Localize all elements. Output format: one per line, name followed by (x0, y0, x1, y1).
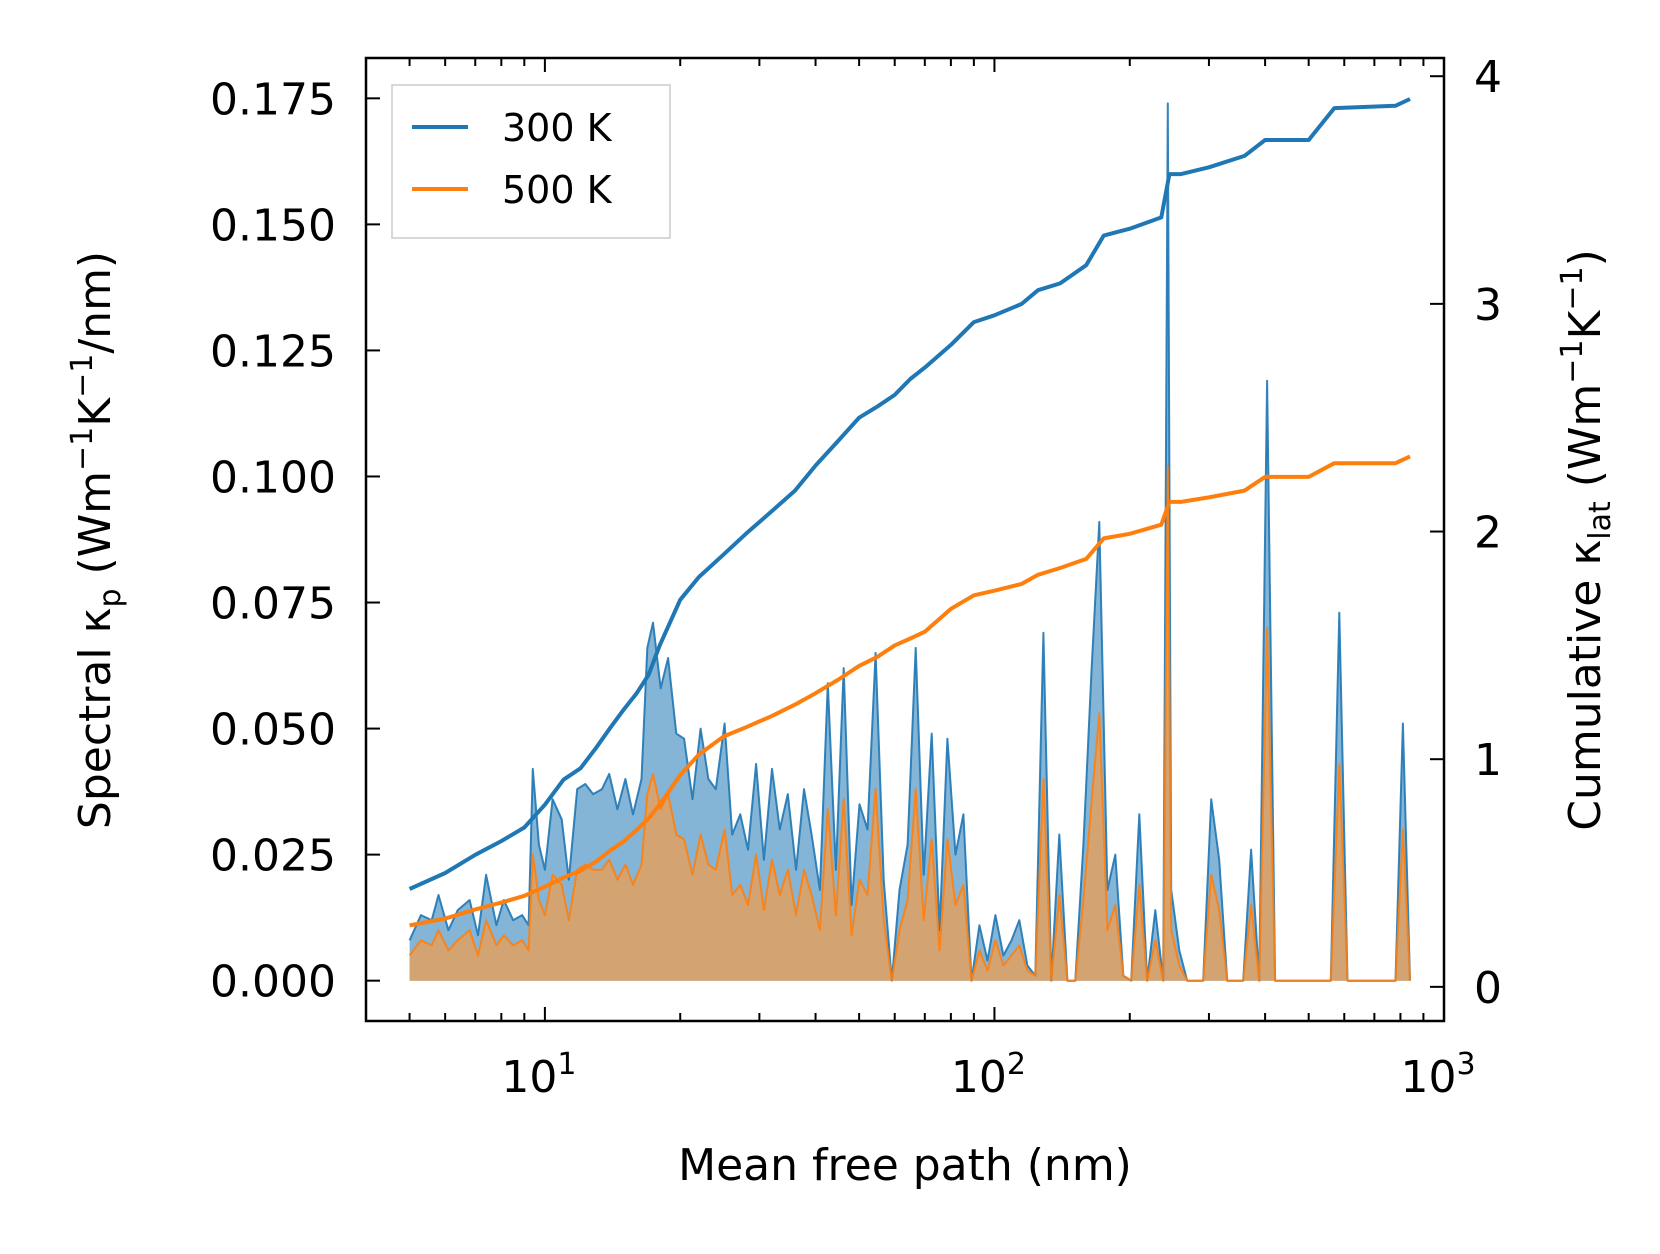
spectral-area-500k (409, 466, 1411, 981)
y-right-tick-label: 3 (1474, 280, 1502, 331)
y-left-tick-label: 0.150 (210, 200, 336, 251)
y-left-tick-labels: 0.000 0.025 0.050 0.075 0.100 0.125 0.150 0.175 (210, 74, 336, 1007)
y-right-tick-label: 2 (1474, 508, 1502, 559)
spectral-line-500k (408, 465, 1411, 982)
x-tick-labels: 101 102 103 (501, 1047, 1475, 1103)
y-left-tick-label: 0.100 (210, 452, 336, 503)
cumulative-lines (408, 97, 1411, 928)
spectral-lines (408, 102, 1411, 982)
axis-ticks (365, 58, 1445, 1021)
x-axis-title: Mean free path (nm) (678, 1140, 1132, 1191)
spectral-fills (409, 103, 1411, 981)
y-left-tick-label: 0.125 (210, 326, 336, 377)
y-right-tick-label: 0 (1474, 963, 1502, 1014)
y-right-tick-label: 1 (1474, 735, 1502, 786)
x-tick-label: 101 (501, 1047, 576, 1103)
cumulative-line-500k (409, 454, 1411, 928)
cumulative-line-300k (408, 97, 1411, 891)
y-left-tick-label: 0.175 (210, 74, 336, 125)
legend-label-500k: 500 K (502, 168, 613, 212)
legend: 300 K 500 K (391, 84, 671, 239)
x-tick-label: 102 (951, 1047, 1026, 1103)
y-right-axis-title: Cumulative κlat (Wm−1K−1) (1555, 249, 1618, 831)
y-left-tick-label: 0.050 (210, 705, 336, 756)
y-right-tick-label: 4 (1474, 52, 1502, 103)
y-left-tick-label: 0.000 (210, 957, 336, 1008)
y-left-axis-title: Spectral κp (Wm−1K−1/nm) (65, 251, 128, 829)
legend-frame (391, 84, 671, 239)
y-left-tick-label: 0.025 (210, 831, 336, 882)
legend-label-300k: 300 K (502, 106, 613, 150)
spectral-area-300k (409, 103, 1411, 981)
x-tick-label: 103 (1400, 1047, 1475, 1103)
y-left-tick-label: 0.075 (210, 579, 336, 630)
plot-frame (364, 56, 1446, 1023)
y-right-tick-labels: 0 1 2 3 4 (1474, 52, 1502, 1014)
